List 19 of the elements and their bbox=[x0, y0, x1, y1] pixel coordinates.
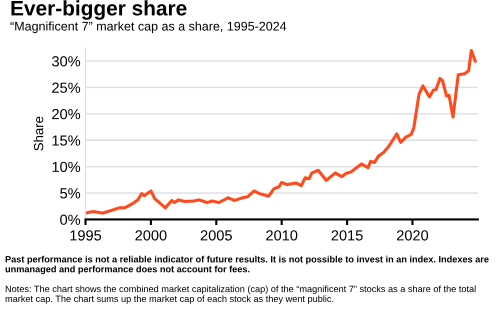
y-tick-label: 0% bbox=[60, 214, 80, 225]
x-tick-label: 2010 bbox=[266, 230, 298, 241]
chart-subtitle: “Magnificent 7” market cap as a share, 1995-2024 bbox=[10, 21, 286, 34]
x-tick-label: 2000 bbox=[135, 230, 167, 241]
x-tick-label: 1995 bbox=[70, 230, 102, 241]
chart-title: Ever-bigger share bbox=[11, 0, 187, 20]
x-tick-label: 2015 bbox=[332, 230, 363, 241]
line-series bbox=[86, 48, 477, 215]
y-axis-title: Share bbox=[34, 116, 44, 151]
x-tick-label: 2020 bbox=[396, 230, 428, 241]
y-tick-label: 30% bbox=[52, 56, 80, 66]
text: Past performance is not a reliable indicator of future results. It is not possible to invest in an index. Indexes are unmanaged and performance does not account for fees. bbox=[6, 256, 489, 274]
text: Notes: The chart shows the combined market capitalization (cap) of the “magnificent 7” stocks as a share of the total market cap. The chart sums up the market cap of each stock as they went public. bbox=[6, 285, 476, 304]
x-tick-label: 2005 bbox=[200, 230, 232, 241]
y-tick-label: 20% bbox=[52, 108, 80, 120]
y-tick-label: 10% bbox=[52, 162, 80, 172]
y-tick-label: 25% bbox=[52, 82, 80, 93]
y-tick-label: 15% bbox=[52, 135, 80, 146]
y-tick-label: 5% bbox=[60, 188, 80, 198]
